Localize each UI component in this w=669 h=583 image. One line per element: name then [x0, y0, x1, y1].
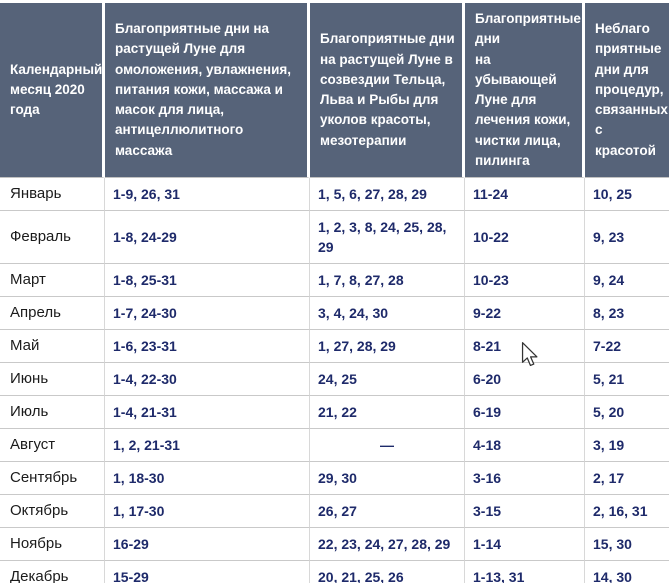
- injection-days-cell: 1, 27, 28, 29: [310, 330, 465, 363]
- month-cell: Декабрь: [0, 561, 105, 583]
- unfavorable-days-cell: 2, 17: [585, 462, 669, 495]
- month-cell: Январь: [0, 178, 105, 211]
- unfavorable-days-cell: 15, 30: [585, 528, 669, 561]
- injection-days-cell: 1, 7, 8, 27, 28: [310, 264, 465, 297]
- rejuvenation-days-cell: 1, 2, 21-31: [105, 429, 310, 462]
- cleansing-days-cell: 6-20: [465, 363, 585, 396]
- month-cell: Апрель: [0, 297, 105, 330]
- table-row: Август 1, 2, 21-31 — 4-18 3, 19: [0, 429, 669, 462]
- injection-days-cell: 24, 25: [310, 363, 465, 396]
- rejuvenation-days-cell: 1-7, 24-30: [105, 297, 310, 330]
- column-header-unfavorable-days: Неблаго приятные дни для процедур, связа…: [585, 3, 669, 178]
- month-cell: Февраль: [0, 211, 105, 264]
- rejuvenation-days-cell: 1-9, 26, 31: [105, 178, 310, 211]
- cleansing-days-cell: 8-21: [465, 330, 585, 363]
- table-row: Апрель 1-7, 24-30 3, 4, 24, 30 9-22 8, 2…: [0, 297, 669, 330]
- injection-days-cell: 26, 27: [310, 495, 465, 528]
- table-row: Март 1-8, 25-31 1, 7, 8, 27, 28 10-23 9,…: [0, 264, 669, 297]
- table-header-row: Календарный месяц 2020 года Благоприятны…: [0, 3, 669, 178]
- month-cell: Май: [0, 330, 105, 363]
- column-header-injection-days: Благоприятные дни на растущей Луне в соз…: [310, 3, 465, 178]
- rejuvenation-days-cell: 1, 18-30: [105, 462, 310, 495]
- injection-days-cell: 1, 5, 6, 27, 28, 29: [310, 178, 465, 211]
- unfavorable-days-cell: 2, 16, 31: [585, 495, 669, 528]
- cleansing-days-cell: 1-14: [465, 528, 585, 561]
- cleansing-days-cell: 4-18: [465, 429, 585, 462]
- rejuvenation-days-cell: 1-8, 24-29: [105, 211, 310, 264]
- unfavorable-days-cell: 3, 19: [585, 429, 669, 462]
- table-row: Февраль 1-8, 24-29 1, 2, 3, 8, 24, 25, 2…: [0, 211, 669, 264]
- rejuvenation-days-cell: 15-29: [105, 561, 310, 583]
- injection-days-cell: 3, 4, 24, 30: [310, 297, 465, 330]
- unfavorable-days-cell: 7-22: [585, 330, 669, 363]
- unfavorable-days-cell: 14, 30: [585, 561, 669, 583]
- cleansing-days-cell: 10-23: [465, 264, 585, 297]
- table-row: Январь 1-9, 26, 31 1, 5, 6, 27, 28, 29 1…: [0, 178, 669, 211]
- cleansing-days-cell: 6-19: [465, 396, 585, 429]
- unfavorable-days-cell: 10, 25: [585, 178, 669, 211]
- month-cell: Август: [0, 429, 105, 462]
- table-row: Май 1-6, 23-31 1, 27, 28, 29 8-21 7-22: [0, 330, 669, 363]
- table-row: Декабрь 15-29 20, 21, 25, 26 1-13, 31 14…: [0, 561, 669, 583]
- unfavorable-days-cell: 5, 20: [585, 396, 669, 429]
- injection-days-cell: 22, 23, 24, 27, 28, 29: [310, 528, 465, 561]
- table-row: Сентябрь 1, 18-30 29, 30 3-16 2, 17: [0, 462, 669, 495]
- month-cell: Октябрь: [0, 495, 105, 528]
- table-row: Июль 1-4, 21-31 21, 22 6-19 5, 20: [0, 396, 669, 429]
- cleansing-days-cell: 11-24: [465, 178, 585, 211]
- rejuvenation-days-cell: 16-29: [105, 528, 310, 561]
- calendar-table: Календарный месяц 2020 года Благоприятны…: [0, 3, 669, 583]
- column-header-cleansing-days: Благоприятные дни на убывающей Луне для …: [465, 3, 585, 178]
- table-row: Ноябрь 16-29 22, 23, 24, 27, 28, 29 1-14…: [0, 528, 669, 561]
- month-cell: Ноябрь: [0, 528, 105, 561]
- rejuvenation-days-cell: 1-4, 21-31: [105, 396, 310, 429]
- table-row: Июнь 1-4, 22-30 24, 25 6-20 5, 21: [0, 363, 669, 396]
- injection-days-cell: 1, 2, 3, 8, 24, 25, 28, 29: [310, 211, 465, 264]
- cleansing-days-cell: 3-16: [465, 462, 585, 495]
- unfavorable-days-cell: 5, 21: [585, 363, 669, 396]
- injection-days-cell: 29, 30: [310, 462, 465, 495]
- unfavorable-days-cell: 9, 24: [585, 264, 669, 297]
- month-cell: Март: [0, 264, 105, 297]
- table-row: Октябрь 1, 17-30 26, 27 3-15 2, 16, 31: [0, 495, 669, 528]
- cleansing-days-cell: 1-13, 31: [465, 561, 585, 583]
- unfavorable-days-cell: 9, 23: [585, 211, 669, 264]
- rejuvenation-days-cell: 1-4, 22-30: [105, 363, 310, 396]
- cleansing-days-cell: 3-15: [465, 495, 585, 528]
- month-cell: Сентябрь: [0, 462, 105, 495]
- column-header-month: Календарный месяц 2020 года: [0, 3, 105, 178]
- rejuvenation-days-cell: 1-6, 23-31: [105, 330, 310, 363]
- column-header-rejuvenation-days: Благоприятные дни на растущей Луне для о…: [105, 3, 310, 178]
- month-cell: Июнь: [0, 363, 105, 396]
- month-cell: Июль: [0, 396, 105, 429]
- rejuvenation-days-cell: 1-8, 25-31: [105, 264, 310, 297]
- injection-days-cell: 20, 21, 25, 26: [310, 561, 465, 583]
- cleansing-days-cell: 10-22: [465, 211, 585, 264]
- unfavorable-days-cell: 8, 23: [585, 297, 669, 330]
- injection-days-cell: —: [310, 429, 465, 462]
- rejuvenation-days-cell: 1, 17-30: [105, 495, 310, 528]
- cleansing-days-cell: 9-22: [465, 297, 585, 330]
- injection-days-cell: 21, 22: [310, 396, 465, 429]
